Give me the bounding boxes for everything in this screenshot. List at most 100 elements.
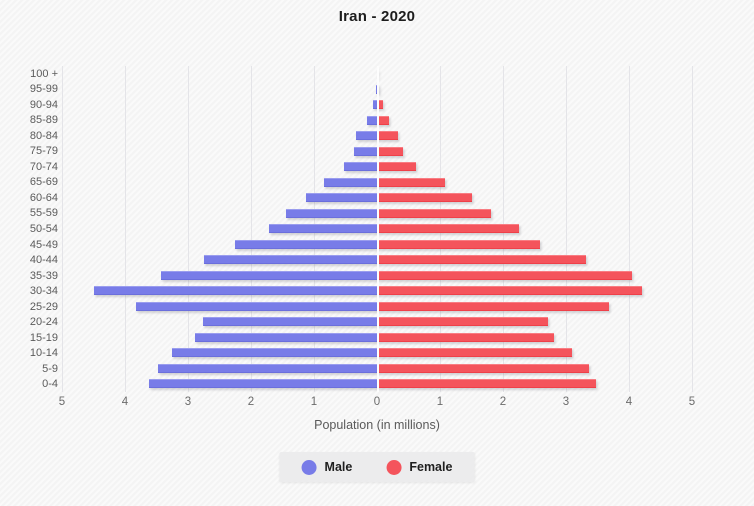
bar-male[interactable]: [268, 224, 377, 234]
bar-male[interactable]: [375, 84, 377, 94]
chart-title: Iran - 2020: [338, 8, 416, 25]
bar-female[interactable]: [377, 146, 403, 156]
y-axis-label: 70-74: [29, 160, 58, 173]
pyramid-row: [62, 345, 692, 361]
x-axis-tick: 1: [436, 396, 444, 408]
bar-female[interactable]: [377, 317, 548, 327]
y-axis-label: 20-24: [29, 316, 58, 329]
gridline: [188, 66, 189, 392]
gridline: [251, 66, 252, 392]
bar-male[interactable]: [194, 332, 377, 342]
bar-male[interactable]: [136, 301, 377, 311]
y-axis-label: 30-34: [29, 285, 58, 298]
y-axis-label: 55-59: [29, 207, 58, 220]
bar-female[interactable]: [377, 332, 555, 342]
bar-male[interactable]: [235, 239, 377, 249]
pyramid-row: [62, 190, 692, 206]
bar-male[interactable]: [324, 177, 377, 187]
pyramid-row: [62, 314, 692, 330]
bar-female[interactable]: [377, 224, 520, 234]
plot-area: [62, 66, 693, 392]
bar-male[interactable]: [203, 317, 377, 327]
x-axis-title: Population (in millions): [314, 418, 440, 432]
pyramid-row: [62, 128, 692, 144]
pyramid-row: [62, 175, 692, 191]
gridline: [566, 66, 567, 392]
bar-female[interactable]: [377, 162, 417, 172]
bar-male[interactable]: [285, 208, 377, 218]
legend-item-male[interactable]: Male: [301, 459, 353, 475]
y-axis-label: 50-54: [29, 223, 58, 235]
pyramid-row: [62, 113, 692, 129]
y-axis-label: 40-44: [29, 254, 58, 267]
gridline: [692, 66, 693, 392]
x-axis-tick: 5: [688, 396, 696, 408]
pyramid-row: [62, 144, 692, 160]
bar-male[interactable]: [354, 146, 377, 156]
bar-male[interactable]: [372, 100, 377, 110]
chart-legend: Male Female: [279, 452, 475, 482]
y-axis-label: 35-39: [29, 269, 58, 282]
x-axis-tick: 5: [58, 396, 66, 408]
bar-female[interactable]: [377, 255, 586, 265]
bar-female[interactable]: [377, 193, 473, 203]
bar-female[interactable]: [377, 208, 492, 218]
pyramid-row: [62, 206, 692, 222]
bar-female[interactable]: [377, 379, 596, 389]
y-axis-label: 95-99: [29, 83, 58, 96]
pyramid-row: [62, 237, 692, 253]
pyramid-row: [62, 252, 692, 268]
bar-female[interactable]: [377, 270, 633, 280]
y-axis-label: 15-19: [29, 331, 58, 344]
bar-female[interactable]: [377, 239, 540, 249]
bar-male[interactable]: [356, 131, 377, 141]
y-axis-label: 85-89: [29, 114, 58, 127]
x-axis-tick: 4: [625, 396, 633, 408]
legend-label: Female: [409, 460, 453, 474]
x-axis-tick: 2: [247, 396, 255, 408]
x-axis-tick-labels: 5 4 3 2 1 0 1 2 3 4 5: [59, 396, 695, 412]
bar-female[interactable]: [377, 363, 589, 373]
bar-female[interactable]: [377, 131, 399, 141]
bar-male[interactable]: [157, 363, 377, 373]
gridline: [62, 66, 63, 392]
pyramid-row: [62, 376, 692, 392]
bar-female[interactable]: [377, 115, 389, 125]
pyramid-row: [62, 268, 692, 284]
bar-male[interactable]: [343, 162, 377, 172]
pyramid-row: [62, 159, 692, 175]
pyramid-row: [62, 97, 692, 113]
bar-female[interactable]: [377, 286, 643, 296]
bar-male[interactable]: [171, 348, 377, 358]
legend-label: Male: [324, 460, 353, 474]
y-axis-label: 65-69: [29, 176, 58, 189]
y-axis-label: 75-79: [29, 145, 58, 158]
pyramid-row: [62, 283, 692, 299]
y-axis-label: 0-4: [42, 378, 58, 391]
legend-item-female[interactable]: Female: [386, 459, 453, 475]
bar-male[interactable]: [306, 193, 377, 203]
bar-male[interactable]: [94, 286, 377, 296]
bar-female[interactable]: [377, 301, 609, 311]
x-axis-tick: 3: [184, 396, 192, 408]
bar-male[interactable]: [203, 255, 377, 265]
y-axis-label: 10-14: [29, 347, 58, 360]
pyramid-row: [62, 330, 692, 346]
bar-female[interactable]: [377, 348, 573, 358]
y-axis-label: 25-29: [29, 300, 58, 313]
y-axis-label: 80-84: [29, 129, 58, 142]
y-axis-label: 90-94: [29, 98, 58, 111]
bar-female[interactable]: [377, 177, 446, 187]
zero-axis-line: [377, 66, 379, 392]
x-axis-tick: 2: [499, 396, 507, 408]
y-axis-label: 60-64: [29, 191, 58, 204]
bar-male[interactable]: [366, 115, 377, 125]
bar-female[interactable]: [377, 100, 383, 110]
circle-marker-icon: [301, 459, 317, 475]
bar-male[interactable]: [160, 270, 377, 280]
pyramid-row: [62, 361, 692, 377]
y-axis-category-labels: 100 + 95-99 90-94 85-89 80-84 75-79 70-74 65-69…: [0, 66, 58, 392]
bar-male[interactable]: [148, 379, 377, 389]
gridline: [629, 66, 630, 392]
